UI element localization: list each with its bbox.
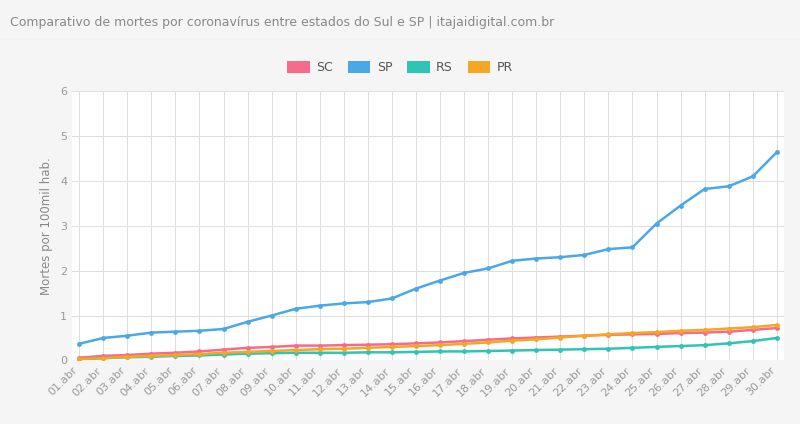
Y-axis label: Mortes por 100mil hab.: Mortes por 100mil hab. — [40, 157, 53, 295]
Text: Comparativo de mortes por coronavírus entre estados do Sul e SP | itajaidigital.: Comparativo de mortes por coronavírus en… — [10, 16, 554, 29]
Legend: SC, SP, RS, PR: SC, SP, RS, PR — [282, 56, 518, 79]
